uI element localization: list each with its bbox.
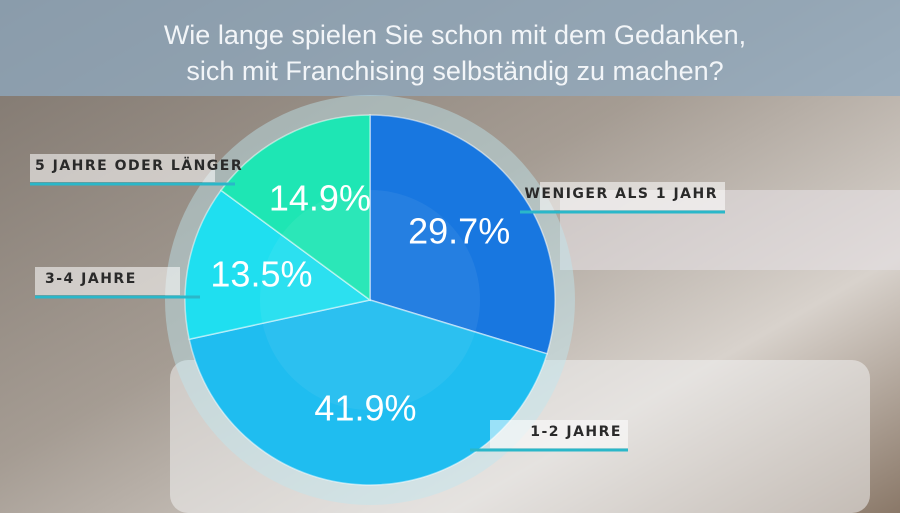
label-box — [490, 420, 628, 448]
value-label: 41.9% — [314, 387, 416, 428]
pie-center-glow — [260, 190, 480, 410]
value-label: 29.7% — [408, 210, 510, 251]
title-line: Wie lange spielen Sie schon mit dem Geda… — [164, 20, 746, 50]
value-label: 14.9% — [269, 177, 371, 218]
category-label: 3-4 JAHRE — [45, 271, 137, 287]
pie-slice — [369, 114, 556, 355]
label-box — [35, 267, 180, 295]
pie-slice — [188, 299, 548, 486]
title-band — [0, 0, 900, 96]
pie-slice — [184, 189, 372, 341]
pie: 29.7% 41.9% 13.5% 14.9% — [184, 114, 556, 486]
value-label: 13.5% — [210, 253, 312, 294]
label-box — [30, 154, 215, 182]
category-label: 5 JAHRE ODER LÄNGER — [35, 157, 243, 174]
category-label: 1-2 JAHRE — [530, 424, 622, 440]
pie-slice — [219, 114, 371, 302]
category-label: WENIGER ALS 1 JAHR — [524, 186, 718, 202]
title-line: sich mit Franchising selbständig zu mach… — [186, 56, 723, 86]
labels: WENIGER ALS 1 JAHR 1-2 JAHRE 3-4 JAHRE 5 JA… — [30, 154, 725, 452]
label-box — [540, 182, 725, 210]
